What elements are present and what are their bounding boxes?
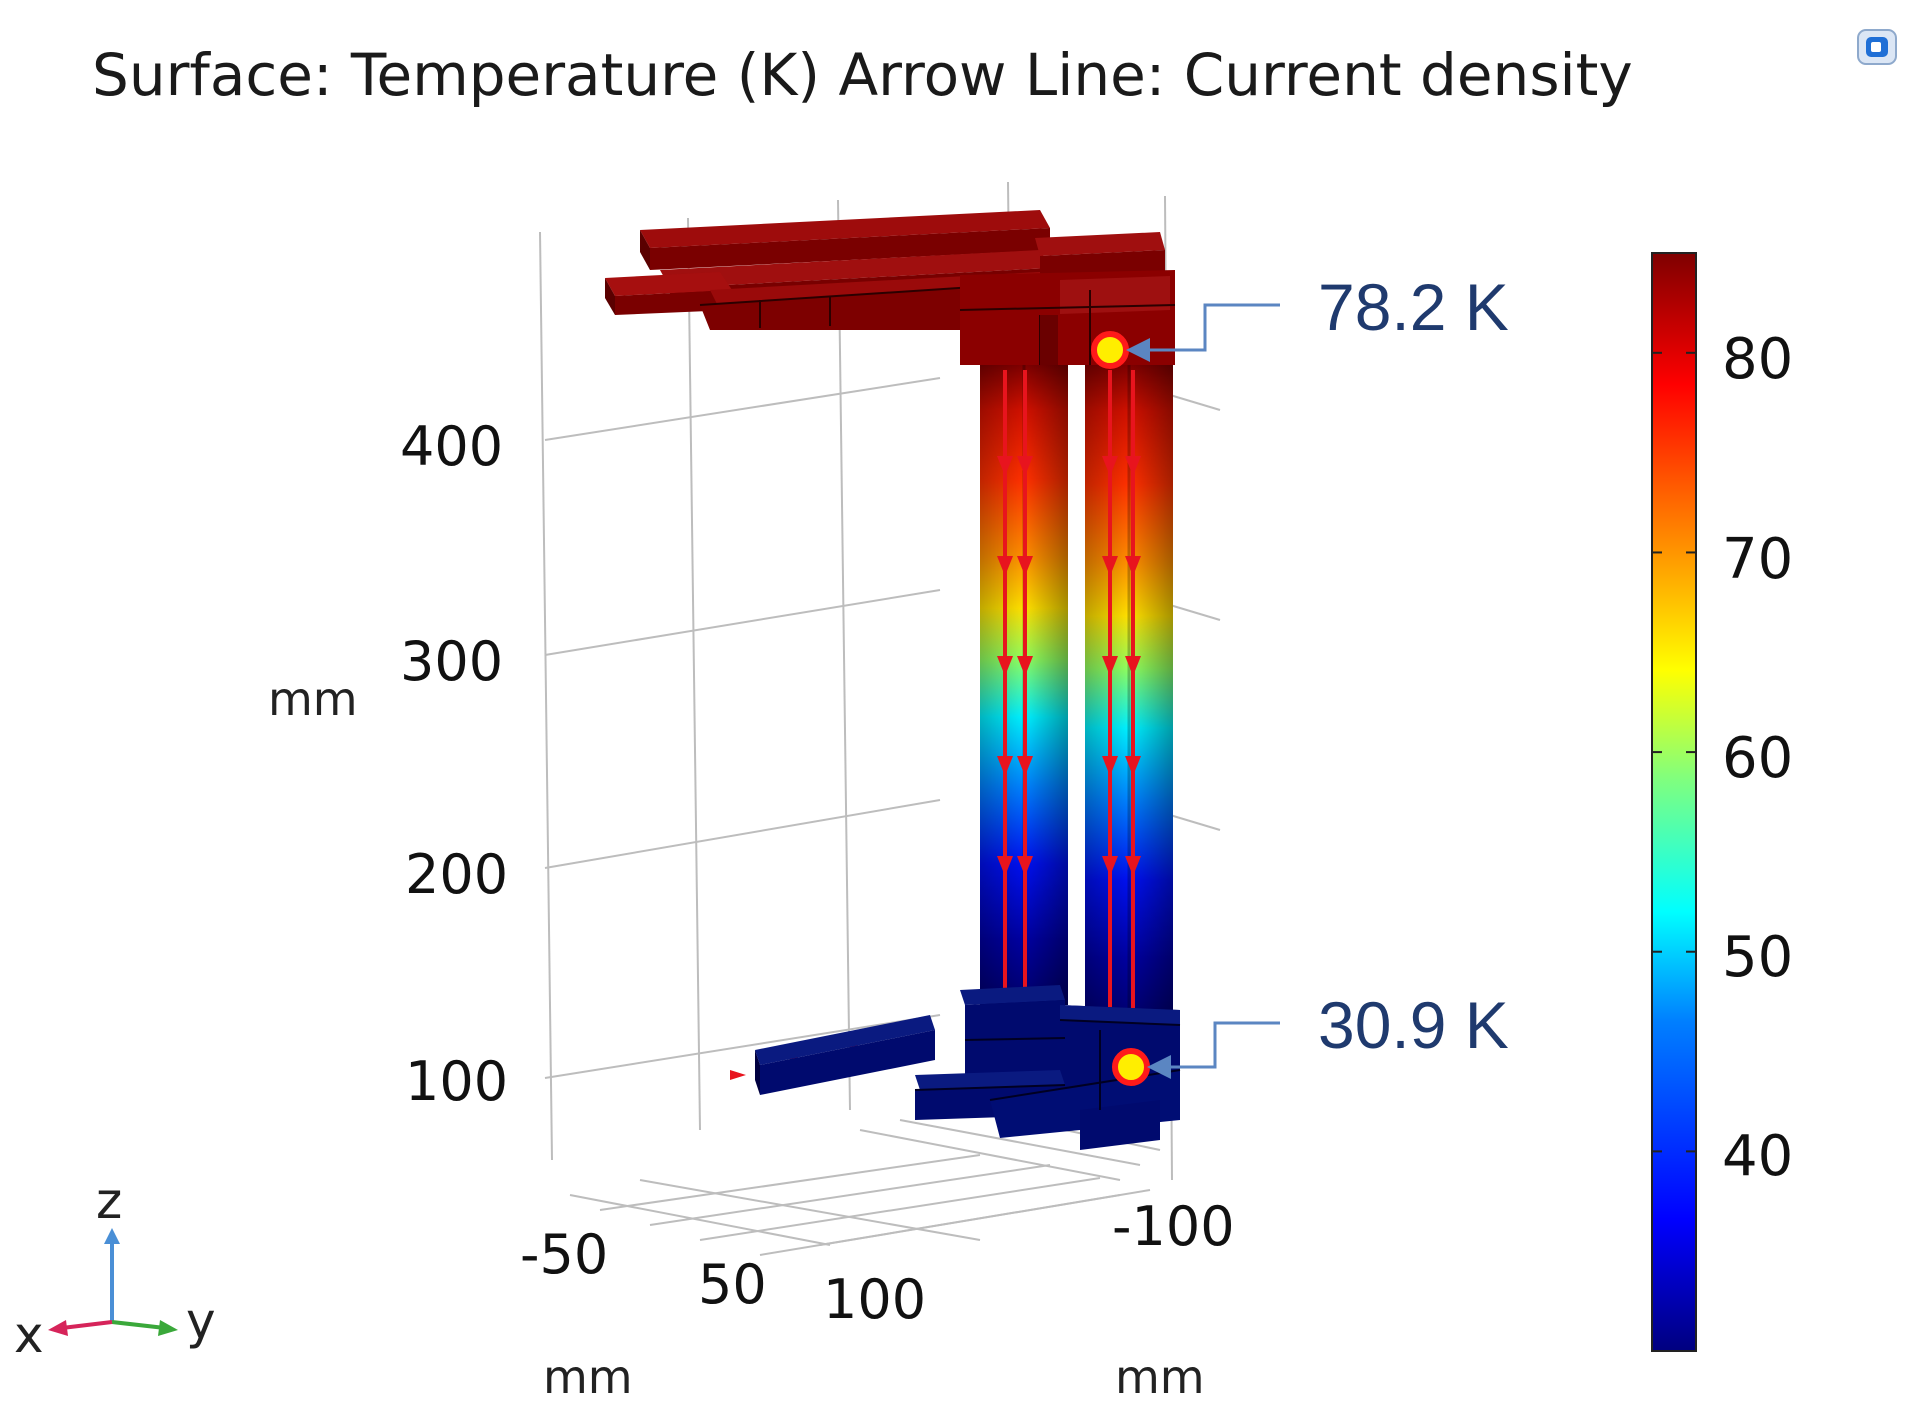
x-tick-100: 100 [823, 1268, 926, 1331]
x-axis-unit: mm [543, 1350, 633, 1404]
colorbar-tick-70: 70 [1722, 527, 1793, 592]
current-arrow-icon [1017, 656, 1033, 676]
hot-probe-marker [1091, 331, 1129, 369]
colorbar-tick-80: 80 [1722, 327, 1793, 392]
colorbar-tick-60: 60 [1722, 726, 1793, 791]
comsol-view-icon[interactable] [1857, 29, 1897, 65]
z-axis-unit: mm [268, 672, 358, 726]
axis-triad [48, 1228, 178, 1336]
current-arrow-icon [1102, 856, 1118, 876]
current-arrow-icon [997, 856, 1013, 876]
x-tick-neg50: -50 [520, 1223, 608, 1286]
callout-leader-hot [1126, 303, 1280, 362]
x-tick-50: 50 [698, 1253, 767, 1316]
z-tick-100: 100 [405, 1050, 508, 1113]
triad-y-label: y [186, 1292, 216, 1350]
current-arrow-icon [1125, 556, 1141, 576]
current-arrow-icon [1125, 656, 1141, 676]
colorbar-tick-50: 50 [1722, 925, 1793, 990]
z-tick-200: 200 [405, 843, 508, 906]
current-arrow-icon [1017, 856, 1033, 876]
annotation-hot-label: 78.2 K [1318, 270, 1509, 344]
current-arrow-icon [730, 1070, 746, 1080]
current-arrow-icon [1102, 756, 1118, 776]
callout-leader-cold [1147, 1021, 1280, 1079]
x-arrow-icon [48, 1320, 68, 1336]
current-arrow-icon [1017, 456, 1033, 476]
current-arrow-icon [1102, 556, 1118, 576]
current-arrow-icon [1125, 456, 1141, 476]
y-axis-unit: mm [1115, 1350, 1205, 1404]
y-arrow-icon [158, 1320, 178, 1336]
current-density-arrows [730, 370, 1141, 1097]
annotation-cold-label: 30.9 K [1318, 988, 1509, 1062]
cold-probe-marker [1112, 1048, 1150, 1086]
y-tick-neg100: -100 [1112, 1195, 1235, 1258]
current-arrow-icon [1102, 456, 1118, 476]
plot-title: Surface: Temperature (K) Arrow Line: Cur… [92, 41, 1633, 109]
triad-x-label: x [14, 1306, 44, 1364]
bottom-busbar-assembly [755, 985, 1181, 1150]
current-arrow-icon [1102, 656, 1118, 676]
current-arrow-icon [1017, 756, 1033, 776]
colorbar-tick-40: 40 [1722, 1124, 1793, 1189]
current-arrow-icon [997, 756, 1013, 776]
current-arrow-icon [1125, 756, 1141, 776]
triad-z-label: z [96, 1172, 122, 1230]
top-busbar-assembly [605, 210, 1176, 365]
current-arrow-icon [1125, 856, 1141, 876]
current-arrow-icon [997, 656, 1013, 676]
colorbar [1651, 252, 1697, 1352]
current-arrow-icon [1017, 556, 1033, 576]
z-tick-300: 300 [400, 630, 503, 693]
current-arrow-icon [997, 456, 1013, 476]
z-tick-400: 400 [400, 415, 503, 478]
z-arrow-icon [104, 1228, 120, 1244]
current-arrow-icon [997, 556, 1013, 576]
plot-grid [539, 181, 1221, 1256]
right-conductor-bar [1085, 365, 1173, 1025]
